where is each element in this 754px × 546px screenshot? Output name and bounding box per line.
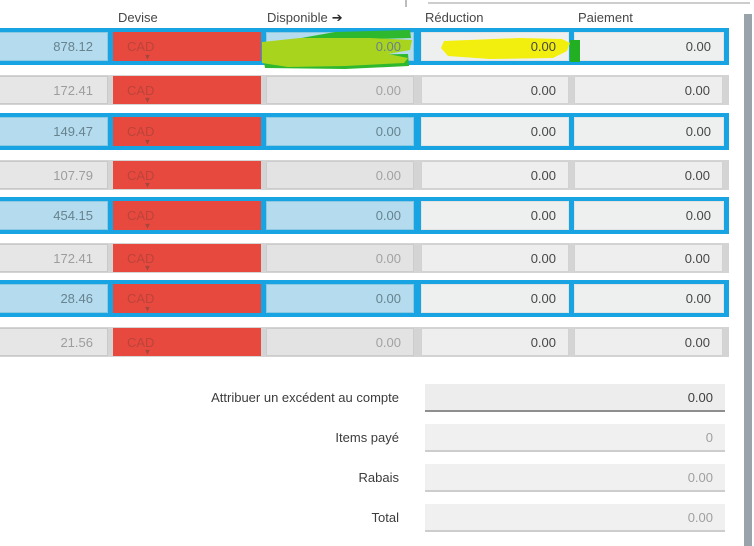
chevron-down-icon: ▼ <box>143 304 152 313</box>
disponible-field: 0.00 <box>266 244 414 272</box>
paiement-input[interactable]: 0.00 <box>574 284 724 313</box>
tick-mark <box>405 0 407 7</box>
currency-dropdown[interactable]: CAD ▼ <box>113 161 261 189</box>
reduction-input[interactable]: 0.00 <box>421 328 569 356</box>
currency-dropdown[interactable]: CAD ▼ <box>113 201 261 230</box>
reduction-input[interactable]: 0.00 <box>421 284 569 313</box>
column-header-disponible-label: Disponible <box>267 10 328 25</box>
currency-dropdown[interactable]: CAD ▼ <box>113 76 261 104</box>
reduction-input[interactable]: 0.00 <box>421 161 569 189</box>
table-row: 172.41 CAD ▼ 0.00 0.00 0.00 <box>0 75 729 105</box>
excedent-label: Attribuer un excédent au compte <box>211 390 399 405</box>
currency-dropdown[interactable]: CAD ▼ <box>113 32 261 61</box>
column-header-disponible: Disponible ➔ <box>267 10 343 26</box>
amount-field: 107.79 <box>0 161 108 189</box>
rabais-label: Rabais <box>358 470 399 485</box>
paiement-input[interactable]: 0.00 <box>574 244 723 272</box>
currency-dropdown[interactable]: CAD ▼ <box>113 284 261 313</box>
currency-dropdown[interactable]: CAD ▼ <box>113 117 261 146</box>
rabais-field: 0.00 <box>425 464 725 492</box>
paiement-input[interactable]: 0.00 <box>574 161 723 189</box>
items-paye-field: 0 <box>425 424 725 452</box>
chevron-down-icon: ▼ <box>143 221 152 230</box>
disponible-field: 0.00 <box>266 32 414 61</box>
summary-row: Rabais 0.00 <box>0 464 754 492</box>
reduction-input[interactable]: 0.00 <box>421 201 569 230</box>
total-field: 0.00 <box>425 504 725 532</box>
amount-field: 172.41 <box>0 76 108 104</box>
items-paye-label: Items payé <box>335 430 399 445</box>
paiement-input[interactable]: 0.00 <box>574 201 724 230</box>
reduction-input[interactable]: 0.00 <box>421 117 569 146</box>
divider-line <box>428 2 750 4</box>
chevron-down-icon: ▼ <box>143 52 152 61</box>
amount-field: 149.47 <box>0 117 108 146</box>
summary-row: Attribuer un excédent au compte 0.00 <box>0 384 754 412</box>
disponible-field: 0.00 <box>266 161 414 189</box>
total-label: Total <box>371 510 399 525</box>
reduction-input[interactable]: 0.00 <box>421 244 569 272</box>
chevron-down-icon: ▼ <box>143 347 152 356</box>
invoice-table: 878.12 CAD ▼ 0.00 0.00 0.00 172.41 CAD ▼ 0… <box>0 28 729 357</box>
paiement-input[interactable]: 0.00 <box>574 76 723 104</box>
disponible-field: 0.00 <box>266 284 414 313</box>
table-row: 172.41 CAD ▼ 0.00 0.00 0.00 <box>0 243 729 273</box>
paiement-input[interactable]: 0.00 <box>574 328 723 356</box>
chevron-down-icon: ▼ <box>143 95 152 104</box>
currency-dropdown[interactable]: CAD ▼ <box>113 328 261 356</box>
table-row: 454.15 CAD ▼ 0.00 0.00 0.00 <box>0 197 729 234</box>
amount-field: 878.12 <box>0 32 108 61</box>
table-row: 878.12 CAD ▼ 0.00 0.00 0.00 <box>0 28 729 65</box>
table-row: 149.47 CAD ▼ 0.00 0.00 0.00 <box>0 113 729 150</box>
amount-field: 172.41 <box>0 244 108 272</box>
arrow-right-icon: ➔ <box>331 10 343 25</box>
chevron-down-icon: ▼ <box>143 263 152 272</box>
reduction-input[interactable]: 0.00 <box>421 32 569 61</box>
disponible-field: 0.00 <box>266 328 414 356</box>
amount-field: 21.56 <box>0 328 108 356</box>
column-header-devise: Devise <box>118 10 158 25</box>
summary-row: Total 0.00 <box>0 504 754 532</box>
summary-row: Items payé 0 <box>0 424 754 452</box>
table-row: 21.56 CAD ▼ 0.00 0.00 0.00 <box>0 327 729 357</box>
disponible-field: 0.00 <box>266 117 414 146</box>
chevron-down-icon: ▼ <box>143 137 152 146</box>
disponible-field: 0.00 <box>266 201 414 230</box>
amount-field: 28.46 <box>0 284 108 313</box>
table-row: 107.79 CAD ▼ 0.00 0.00 0.00 <box>0 160 729 190</box>
disponible-field: 0.00 <box>266 76 414 104</box>
amount-field: 454.15 <box>0 201 108 230</box>
currency-dropdown[interactable]: CAD ▼ <box>113 244 261 272</box>
paiement-input[interactable]: 0.00 <box>574 117 724 146</box>
column-header-paiement: Paiement <box>578 10 633 25</box>
chevron-down-icon: ▼ <box>143 180 152 189</box>
summary-section: Attribuer un excédent au compte 0.00 Ite… <box>0 384 754 544</box>
reduction-input[interactable]: 0.00 <box>421 76 569 104</box>
scrollbar[interactable] <box>744 14 752 546</box>
paiement-input[interactable]: 0.00 <box>574 32 724 61</box>
excedent-input[interactable]: 0.00 <box>425 384 725 412</box>
column-header-reduction: Réduction <box>425 10 484 25</box>
table-row: 28.46 CAD ▼ 0.00 0.00 0.00 <box>0 280 729 317</box>
